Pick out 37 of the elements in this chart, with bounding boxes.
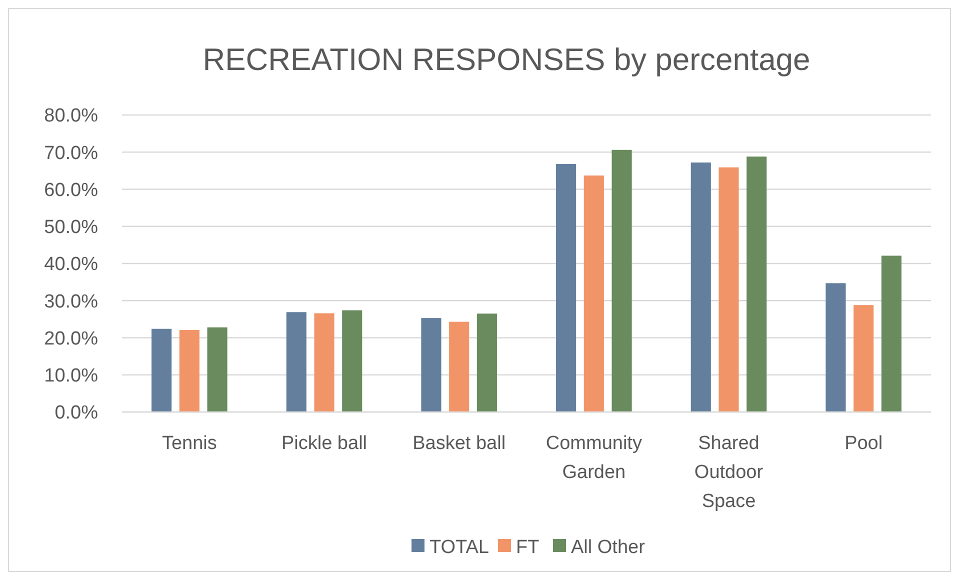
y-tick-label: 60.0%	[44, 180, 98, 201]
y-tick-label: 20.0%	[44, 328, 98, 350]
y-tick-label: 50.0%	[44, 217, 98, 238]
bar	[584, 176, 604, 412]
x-tick-label: Pool	[844, 433, 883, 454]
y-tick-label: 80.0%	[44, 106, 98, 127]
bar	[746, 156, 767, 412]
legend-label: FT	[516, 537, 540, 558]
bar	[286, 312, 306, 412]
bar	[179, 330, 200, 412]
bar	[718, 167, 739, 412]
legend-label: All Other	[571, 537, 646, 558]
legend-label: TOTAL	[430, 537, 489, 558]
x-tick-label: Pickle ball	[281, 433, 368, 454]
bar	[854, 305, 874, 412]
bar	[612, 150, 632, 412]
y-tick-label: 30.0%	[44, 291, 98, 312]
bar	[421, 318, 442, 412]
bar	[449, 322, 470, 412]
bar	[690, 162, 711, 412]
bar	[314, 313, 334, 412]
bar	[342, 310, 362, 412]
bar	[152, 328, 172, 412]
x-tick-label: Basket ball	[412, 433, 506, 454]
y-tick-label: 10.0%	[44, 366, 98, 387]
bar	[207, 327, 228, 412]
y-tick-label: 0.0%	[54, 402, 98, 424]
x-tick-label: Tennis	[162, 433, 217, 454]
bar	[556, 164, 576, 412]
x-tick-label: Community Garden	[546, 433, 642, 483]
y-tick-label: 70.0%	[44, 142, 98, 164]
x-tick-label: Shared Outdoor Space	[694, 433, 764, 512]
bar	[826, 283, 846, 412]
y-tick-label: 40.0%	[44, 254, 98, 276]
bar	[476, 314, 497, 412]
chart-title: RECREATION RESPONSES by percentage	[202, 42, 810, 77]
bar	[881, 256, 902, 412]
